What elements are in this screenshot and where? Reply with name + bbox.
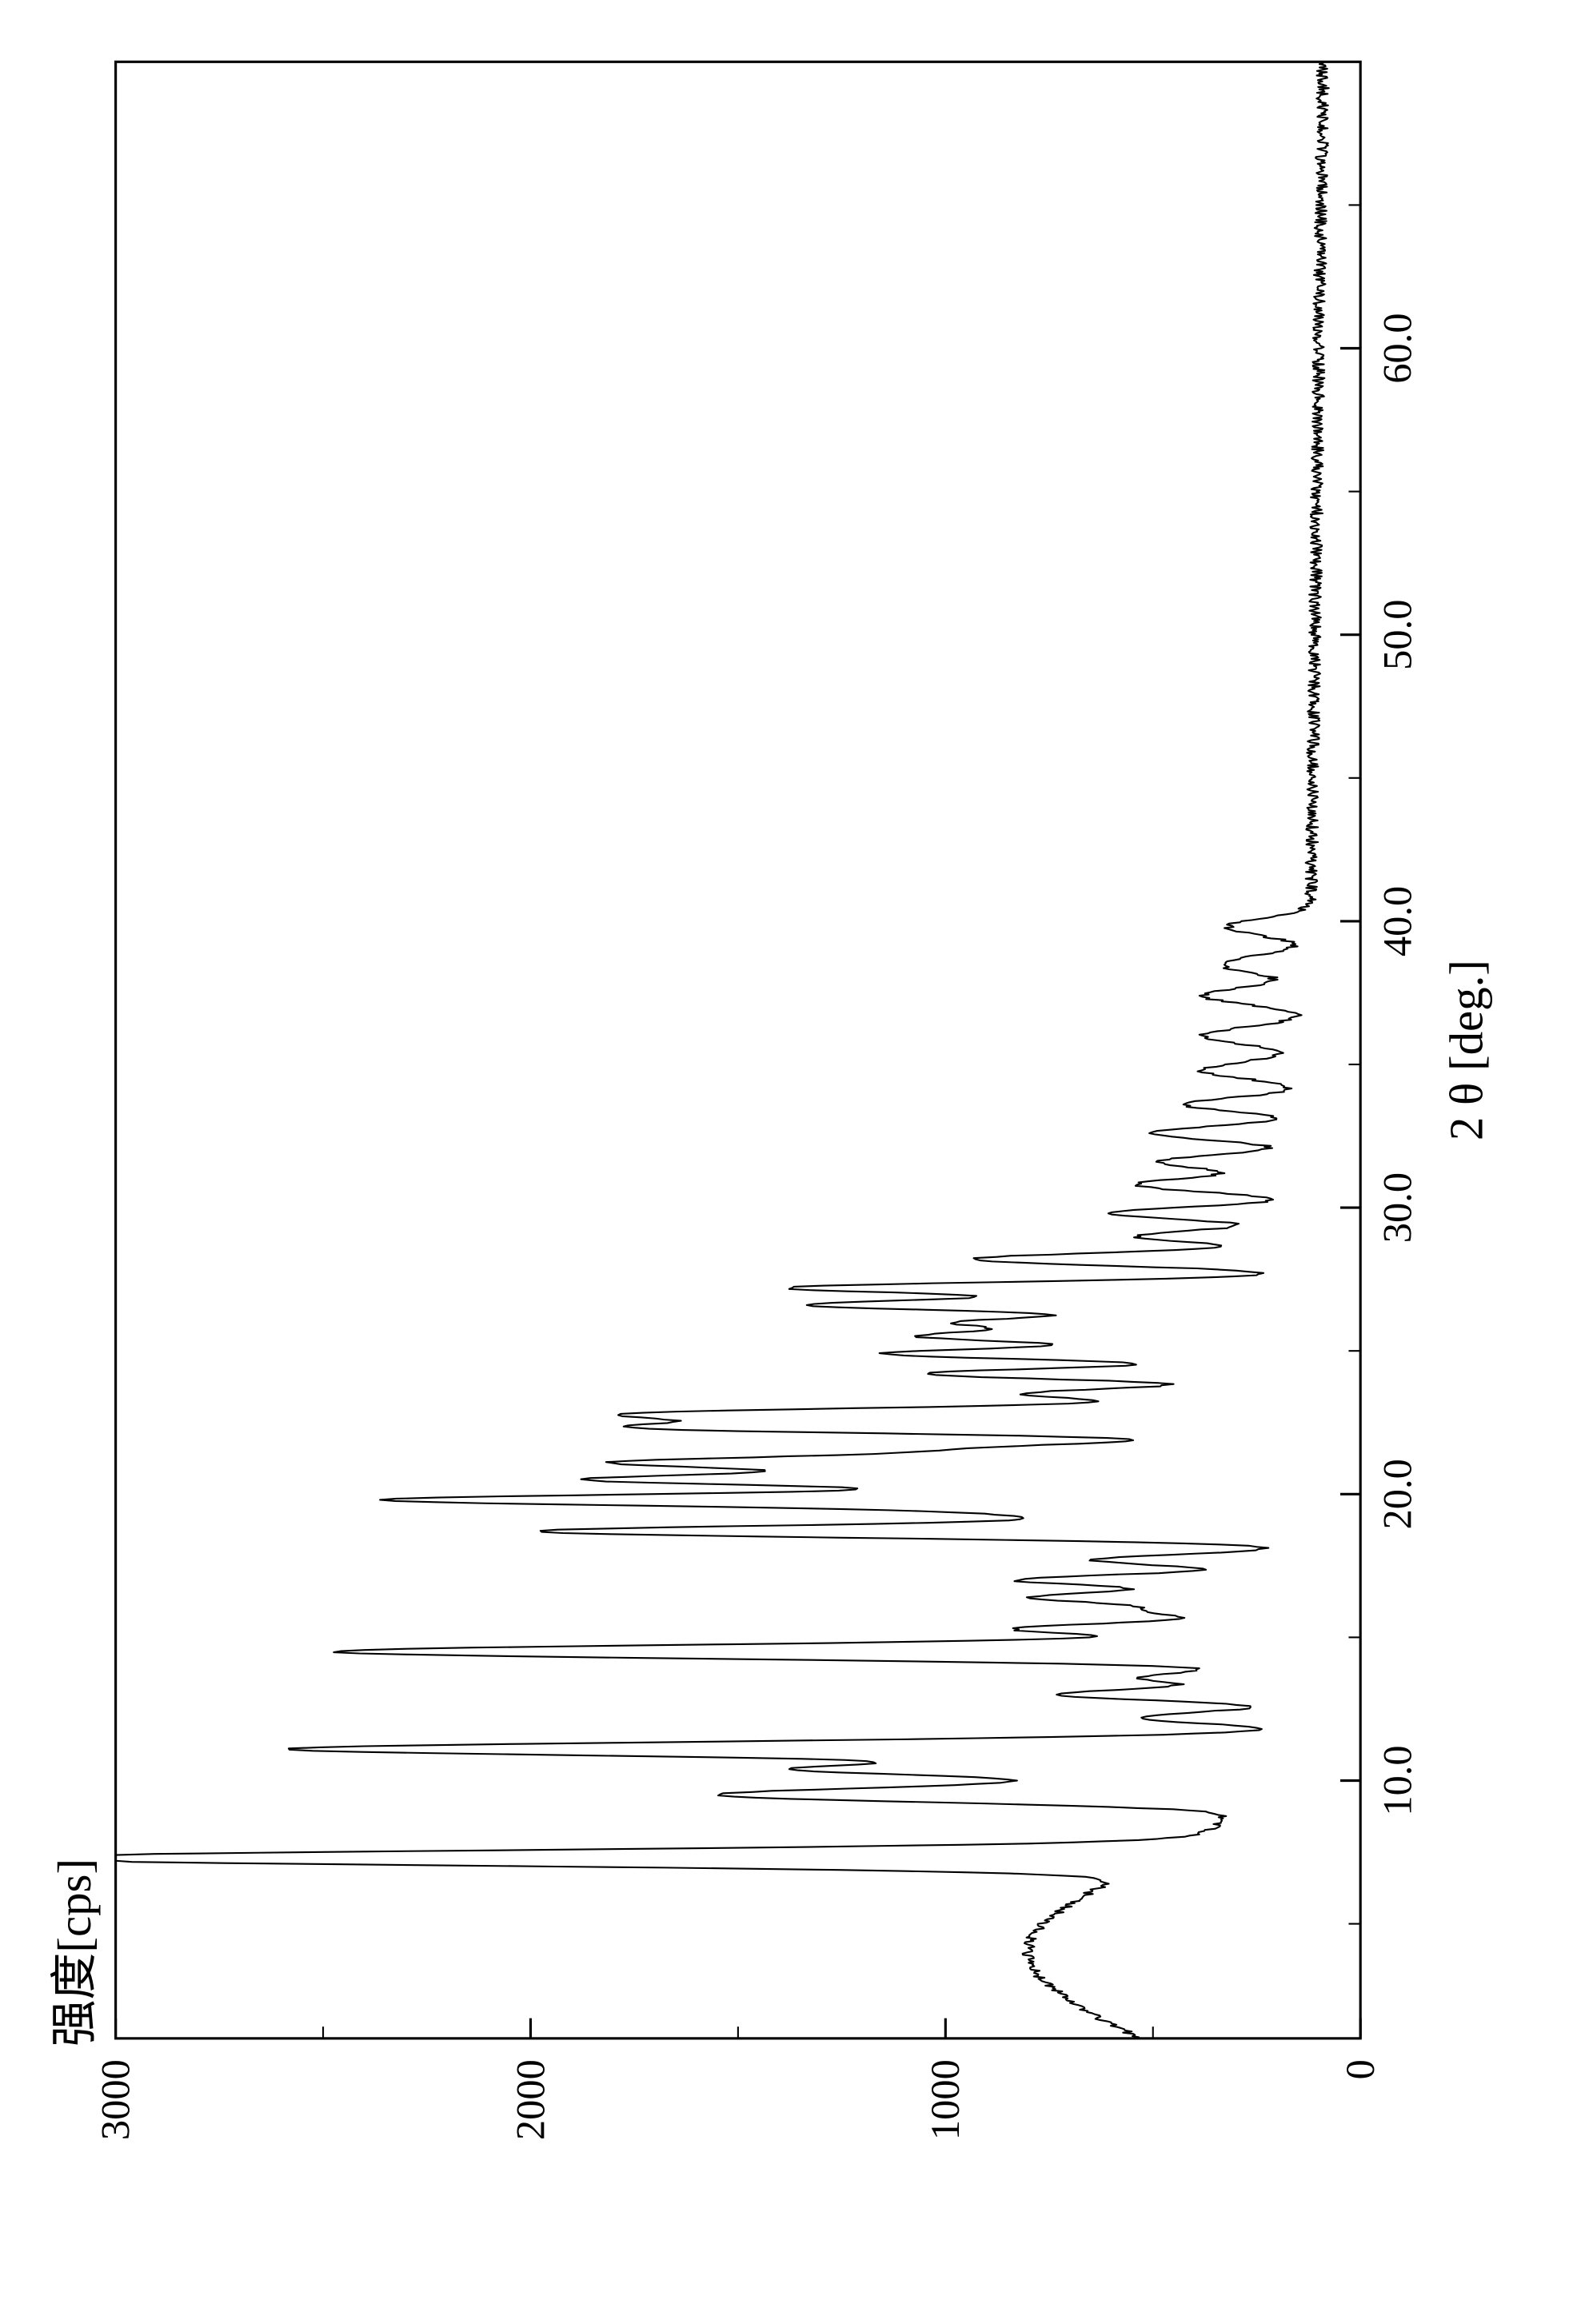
page: 10.0 20.0 30.0 40.0 50.0 60.0 0 1000 2000 3000 强度[… xyxy=(0,0,1577,2324)
svg-text:30.0: 30.0 xyxy=(1375,1172,1419,1243)
svg-text:强度[cps]: 强度[cps] xyxy=(49,1859,101,2046)
svg-text:1000: 1000 xyxy=(923,2059,968,2140)
svg-text:2 θ [deg.]: 2 θ [deg.] xyxy=(1441,960,1493,1140)
svg-text:2000: 2000 xyxy=(508,2059,553,2140)
figure-caption: 图 2 xyxy=(1574,1166,1577,1211)
chart-container: 10.0 20.0 30.0 40.0 50.0 60.0 0 1000 2000 3000 强度[… xyxy=(0,0,1577,2324)
svg-text:0: 0 xyxy=(1338,2059,1383,2079)
svg-text:50.0: 50.0 xyxy=(1375,600,1419,670)
xrd-chart: 10.0 20.0 30.0 40.0 50.0 60.0 0 1000 2000 3000 强度[… xyxy=(0,0,1577,2324)
svg-text:20.0: 20.0 xyxy=(1375,1459,1419,1529)
svg-text:40.0: 40.0 xyxy=(1375,886,1419,956)
svg-text:10.0: 10.0 xyxy=(1375,1745,1419,1815)
svg-text:3000: 3000 xyxy=(93,2059,138,2140)
svg-text:60.0: 60.0 xyxy=(1375,313,1419,383)
